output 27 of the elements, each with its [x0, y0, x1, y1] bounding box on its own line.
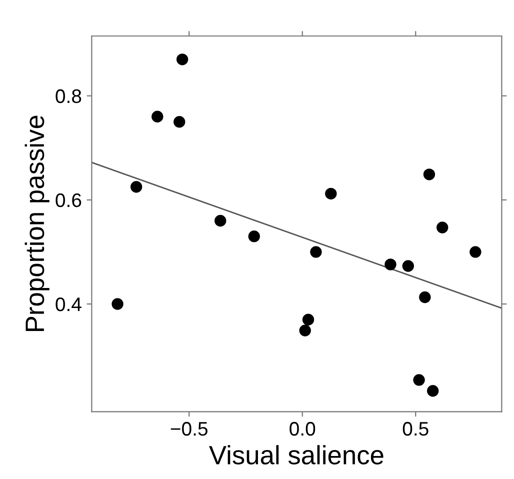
point [470, 246, 482, 258]
point [419, 291, 431, 304]
point [248, 230, 260, 242]
point [436, 222, 448, 234]
point [423, 168, 436, 180]
point [112, 298, 124, 310]
x-tick-label: 0.5 [402, 422, 428, 436]
y-axis-title: Proportion passive [24, 116, 50, 331]
point [174, 116, 186, 128]
point [402, 260, 414, 272]
y-tick-label: 0.4 [56, 297, 82, 312]
point [302, 314, 314, 326]
point [299, 324, 311, 336]
point [413, 374, 425, 386]
y-tick-label: 0.6 [56, 193, 82, 208]
y-tick-label: 0.8 [56, 89, 82, 104]
point [214, 214, 226, 227]
point [130, 181, 142, 193]
point [426, 385, 439, 397]
x-tick-label: −0.5 [170, 422, 208, 436]
point [310, 246, 322, 258]
point [384, 258, 396, 270]
point [325, 188, 337, 200]
x-tick-label: 0.0 [290, 422, 316, 436]
point [176, 54, 188, 66]
x-axis-title: Visual salience [209, 445, 384, 464]
point [152, 110, 164, 122]
